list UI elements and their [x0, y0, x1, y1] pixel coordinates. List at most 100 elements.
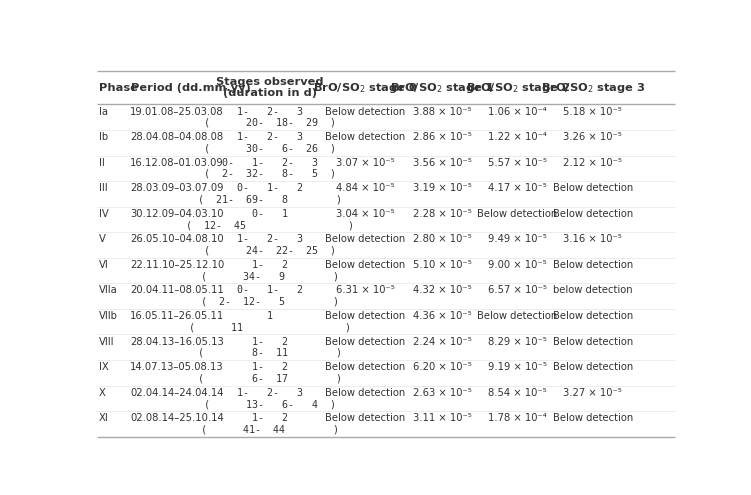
Text: 4.32 × 10⁻⁵: 4.32 × 10⁻⁵ — [413, 286, 472, 296]
Text: IV: IV — [98, 209, 108, 219]
Text: 02.04.14–24.04.14: 02.04.14–24.04.14 — [131, 388, 224, 398]
Text: Stages observed
(duration in d): Stages observed (duration in d) — [216, 77, 324, 99]
Text: 1.22 × 10⁻⁴: 1.22 × 10⁻⁴ — [488, 132, 547, 142]
Text: Ia: Ia — [98, 106, 107, 116]
Text: Below detection: Below detection — [325, 337, 405, 346]
Text: Below detection: Below detection — [325, 388, 405, 398]
Text: 3.26 × 10⁻⁵: 3.26 × 10⁻⁵ — [563, 132, 622, 142]
Text: (  12-  45                 ): ( 12- 45 ) — [185, 220, 354, 230]
Text: 3.11 × 10⁻⁵: 3.11 × 10⁻⁵ — [413, 413, 472, 423]
Text: 0-   1: 0- 1 — [252, 209, 288, 219]
Text: 3.56 × 10⁻⁵: 3.56 × 10⁻⁵ — [413, 158, 472, 168]
Text: 2.24 × 10⁻⁵: 2.24 × 10⁻⁵ — [413, 337, 472, 346]
Text: (        8-  11        ): ( 8- 11 ) — [198, 348, 342, 358]
Text: 2.86 × 10⁻⁵: 2.86 × 10⁻⁵ — [413, 132, 472, 142]
Text: (      20-  18-  29  ): ( 20- 18- 29 ) — [204, 118, 336, 128]
Text: 9.00 × 10⁻⁵: 9.00 × 10⁻⁵ — [488, 260, 547, 270]
Text: 8.29 × 10⁻⁵: 8.29 × 10⁻⁵ — [488, 337, 547, 346]
Text: (      11                 ): ( 11 ) — [189, 322, 351, 332]
Text: BrO/SO$_2$ stage 0: BrO/SO$_2$ stage 0 — [312, 81, 417, 95]
Text: (      30-   6-  26  ): ( 30- 6- 26 ) — [204, 144, 336, 153]
Text: 1.78 × 10⁻⁴: 1.78 × 10⁻⁴ — [488, 413, 547, 423]
Text: below detection: below detection — [553, 286, 632, 296]
Text: 1-   2: 1- 2 — [252, 362, 288, 372]
Text: 28.04.13–16.05.13: 28.04.13–16.05.13 — [131, 337, 224, 346]
Text: 30.12.09–04.03.10: 30.12.09–04.03.10 — [131, 209, 224, 219]
Text: Period (dd.mm.yy): Period (dd.mm.yy) — [131, 83, 251, 93]
Text: (  2-  12-   5        ): ( 2- 12- 5 ) — [201, 297, 339, 307]
Text: BrO/SO$_2$ stage 2: BrO/SO$_2$ stage 2 — [466, 81, 569, 95]
Text: 4.36 × 10⁻⁵: 4.36 × 10⁻⁵ — [413, 311, 472, 321]
Text: 28.04.08–04.08.08: 28.04.08–04.08.08 — [131, 132, 224, 142]
Text: 2.80 × 10⁻⁵: 2.80 × 10⁻⁵ — [413, 234, 472, 245]
Text: 22.11.10–25.12.10: 22.11.10–25.12.10 — [131, 260, 225, 270]
Text: 02.08.14–25.10.14: 02.08.14–25.10.14 — [131, 413, 224, 423]
Text: 2.12 × 10⁻⁵: 2.12 × 10⁻⁵ — [563, 158, 622, 168]
Text: Below detection: Below detection — [553, 311, 633, 321]
Text: 14.07.13–05.08.13: 14.07.13–05.08.13 — [131, 362, 224, 372]
Text: (  21-  69-   8        ): ( 21- 69- 8 ) — [198, 195, 342, 204]
Text: 4.84 × 10⁻⁵: 4.84 × 10⁻⁵ — [336, 183, 394, 193]
Text: (      13-   6-   4  ): ( 13- 6- 4 ) — [204, 399, 336, 409]
Text: (      24-  22-  25  ): ( 24- 22- 25 ) — [204, 246, 336, 255]
Text: (      34-   9        ): ( 34- 9 ) — [201, 271, 339, 281]
Text: 16.12.08–01.03.09: 16.12.08–01.03.09 — [131, 158, 224, 168]
Text: 0-   1-   2: 0- 1- 2 — [237, 183, 303, 193]
Text: 1-   2: 1- 2 — [252, 337, 288, 346]
Text: 9.19 × 10⁻⁵: 9.19 × 10⁻⁵ — [488, 362, 547, 372]
Text: 1-   2-   3: 1- 2- 3 — [237, 388, 303, 398]
Text: Below detection: Below detection — [325, 311, 405, 321]
Text: 3.07 × 10⁻⁵: 3.07 × 10⁻⁵ — [336, 158, 394, 168]
Text: Below detection: Below detection — [325, 106, 405, 116]
Text: II: II — [98, 158, 104, 168]
Text: BrO/SO$_2$ stage 1: BrO/SO$_2$ stage 1 — [391, 81, 494, 95]
Text: 0-   1-   2-   3: 0- 1- 2- 3 — [222, 158, 318, 168]
Text: Below detection: Below detection — [325, 234, 405, 245]
Text: 2.28 × 10⁻⁵: 2.28 × 10⁻⁵ — [413, 209, 472, 219]
Text: Below detection: Below detection — [325, 260, 405, 270]
Text: 1-   2: 1- 2 — [252, 260, 288, 270]
Text: 3.16 × 10⁻⁵: 3.16 × 10⁻⁵ — [563, 234, 622, 245]
Text: Below detection: Below detection — [553, 337, 633, 346]
Text: 3.27 × 10⁻⁵: 3.27 × 10⁻⁵ — [563, 388, 622, 398]
Text: 8.54 × 10⁻⁵: 8.54 × 10⁻⁵ — [488, 388, 547, 398]
Text: VI: VI — [98, 260, 108, 270]
Text: XI: XI — [98, 413, 108, 423]
Text: VIIa: VIIa — [98, 286, 117, 296]
Text: Below detection: Below detection — [553, 209, 633, 219]
Text: (  2-  32-   8-   5  ): ( 2- 32- 8- 5 ) — [204, 169, 336, 179]
Text: 1-   2: 1- 2 — [252, 413, 288, 423]
Text: Below detection: Below detection — [553, 362, 633, 372]
Text: IX: IX — [98, 362, 108, 372]
Text: VIIb: VIIb — [98, 311, 117, 321]
Text: (      41-  44        ): ( 41- 44 ) — [201, 425, 339, 435]
Text: 1.06 × 10⁻⁴: 1.06 × 10⁻⁴ — [488, 106, 547, 116]
Text: Ib: Ib — [98, 132, 107, 142]
Text: 28.03.09–03.07.09: 28.03.09–03.07.09 — [131, 183, 224, 193]
Text: 2.63 × 10⁻⁵: 2.63 × 10⁻⁵ — [413, 388, 472, 398]
Text: V: V — [98, 234, 105, 245]
Text: 9.49 × 10⁻⁵: 9.49 × 10⁻⁵ — [488, 234, 547, 245]
Text: 26.05.10–04.08.10: 26.05.10–04.08.10 — [131, 234, 224, 245]
Text: 19.01.08–25.03.08: 19.01.08–25.03.08 — [131, 106, 224, 116]
Text: 16.05.11–26.05.11: 16.05.11–26.05.11 — [131, 311, 225, 321]
Text: VIII: VIII — [98, 337, 114, 346]
Text: 20.04.11–08.05.11: 20.04.11–08.05.11 — [131, 286, 224, 296]
Text: 3.04 × 10⁻⁵: 3.04 × 10⁻⁵ — [336, 209, 394, 219]
Text: X: X — [98, 388, 105, 398]
Text: Below detection: Below detection — [553, 413, 633, 423]
Text: 5.57 × 10⁻⁵: 5.57 × 10⁻⁵ — [488, 158, 547, 168]
Text: 1-   2-   3: 1- 2- 3 — [237, 234, 303, 245]
Text: Below detection: Below detection — [325, 362, 405, 372]
Text: Below detection: Below detection — [325, 413, 405, 423]
Text: 6.31 × 10⁻⁵: 6.31 × 10⁻⁵ — [336, 286, 394, 296]
Text: Phase: Phase — [99, 83, 138, 93]
Text: Below detection: Below detection — [553, 183, 633, 193]
Text: 3.88 × 10⁻⁵: 3.88 × 10⁻⁵ — [413, 106, 472, 116]
Text: 1: 1 — [267, 311, 273, 321]
Text: 1-   2-   3: 1- 2- 3 — [237, 132, 303, 142]
Text: 5.18 × 10⁻⁵: 5.18 × 10⁻⁵ — [563, 106, 622, 116]
Text: 6.57 × 10⁻⁵: 6.57 × 10⁻⁵ — [488, 286, 547, 296]
Text: 5.10 × 10⁻⁵: 5.10 × 10⁻⁵ — [413, 260, 472, 270]
Text: 1-   2-   3: 1- 2- 3 — [237, 106, 303, 116]
